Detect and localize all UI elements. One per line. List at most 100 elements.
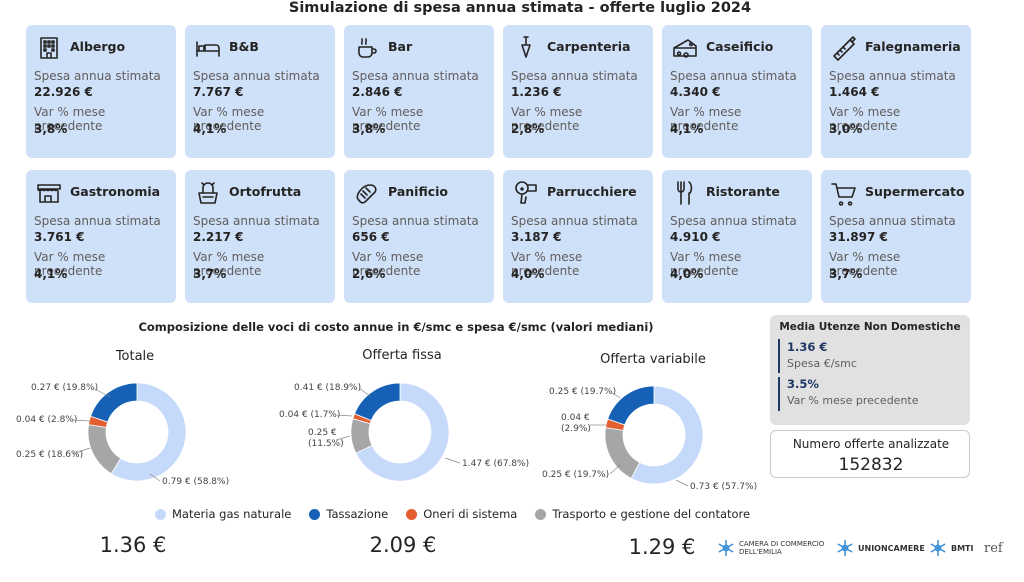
spesa-value: 4.340 €: [670, 85, 721, 99]
data-label: 0.25 € (18.6%): [16, 450, 84, 460]
media-spesa-label: Spesa €/smc: [787, 357, 857, 370]
data-label: 1.47 € (67.8%): [462, 459, 530, 469]
card-gastronomia: Gastronomia Spesa annua stimata 3.761 € Var…: [26, 170, 176, 303]
data-label: 0.79 € (58.8%): [162, 477, 230, 487]
card-name: Ristorante: [706, 184, 780, 199]
spesa-value: 656 €: [352, 230, 390, 244]
data-label: 0.04 € (2.9%): [561, 413, 591, 434]
coffee-cup-icon: [353, 34, 381, 62]
spesa-label: Spesa annua stimata: [829, 214, 956, 228]
donut-slice-materia: [110, 382, 187, 482]
spesa-label: Spesa annua stimata: [193, 214, 320, 228]
data-label: 0.04 € (1.7%): [279, 410, 341, 420]
spesa-label: Spesa annua stimata: [352, 69, 479, 83]
donut-title-totale: Totale: [115, 349, 155, 364]
donut-slice-materia: [355, 382, 450, 482]
var-label: Var % mese precedente: [34, 105, 106, 133]
donut-title-variabile: Offerta variabile: [600, 352, 706, 367]
card-albergo: Albergo Spesa annua stimata 22.926 € Var % …: [26, 25, 176, 158]
var-value: 4,1%: [670, 122, 704, 136]
data-label: 0.25 € (11.5%): [308, 428, 344, 449]
hair-dryer-icon: [512, 179, 540, 207]
spesa-label: Spesa annua stimata: [511, 69, 638, 83]
card-name: Bar: [388, 39, 413, 54]
spesa-value: 2.846 €: [352, 85, 403, 99]
snowflake-icon: [718, 539, 734, 557]
card-name: Supermercato: [865, 184, 965, 199]
media-var-label: Var % mese precedente: [787, 394, 919, 407]
snowflake-icon: [837, 539, 853, 557]
spesa-label: Spesa annua stimata: [670, 69, 797, 83]
var-value: 2,6%: [352, 267, 386, 281]
section-title: Composizione delle voci di costo annue i…: [138, 320, 654, 334]
legend-item: Trasporto e gestione del contatore: [535, 507, 750, 521]
var-value: 4,0%: [670, 267, 704, 281]
card-bb: B&B Spesa annua stimata 7.767 € Var % mese …: [185, 25, 335, 158]
var-label: Var % mese precedente: [511, 250, 583, 278]
spesa-label: Spesa annua stimata: [352, 214, 479, 228]
card-ortofrutta: Ortofrutta Spesa annua stimata 2.217 € Var …: [185, 170, 335, 303]
fork-knife-icon: [671, 179, 699, 207]
total-value-totale: 1.36 €: [99, 533, 167, 557]
card-name: Panificio: [388, 184, 448, 199]
legend-item: Tassazione: [309, 507, 388, 521]
donut-slice-tassazione: [354, 382, 401, 421]
var-value: 3,7%: [829, 267, 863, 281]
var-value: 4,1%: [193, 122, 227, 136]
legend-swatch: [155, 508, 166, 520]
data-label: 0.27 € (19.8%): [31, 383, 99, 393]
cheese-icon: [671, 34, 699, 62]
data-label: 0.25 € (19.7%): [549, 387, 617, 397]
var-label: Var % mese precedente: [352, 250, 424, 278]
bed-icon: [194, 34, 222, 62]
donut-slice-tassazione: [607, 385, 655, 426]
donut-title-fissa: Offerta fissa: [362, 348, 442, 363]
var-label: Var % mese precedente: [511, 105, 583, 133]
legend-item: Oneri di sistema: [406, 507, 517, 521]
numero-offerte-value: 152832: [838, 455, 904, 475]
donut-slice-materia: [630, 385, 704, 485]
card-parrucchiere: Parrucchiere Spesa annua stimata 3.187 € Va…: [503, 170, 653, 303]
legend-swatch: [406, 508, 418, 520]
donut-chart-totale: [87, 382, 187, 482]
card-name: Carpenteria: [547, 39, 631, 54]
spesa-label: Spesa annua stimata: [193, 69, 320, 83]
var-value: 3,8%: [34, 122, 68, 136]
bread-icon: [353, 179, 381, 207]
shopping-cart-icon: [830, 179, 858, 207]
data-label: 0.41 € (18.9%): [294, 383, 362, 393]
donut-slice-tassazione: [90, 382, 138, 423]
saw-icon: [830, 34, 858, 62]
shop-icon: [35, 179, 63, 207]
data-label: 0.73 € (57.7%): [690, 482, 758, 492]
var-value: 3,0%: [829, 122, 863, 136]
donut-chart-fissa: [350, 382, 450, 482]
spesa-label: Spesa annua stimata: [34, 69, 161, 83]
legend-swatch: [309, 508, 321, 520]
var-value: 4,0%: [511, 267, 545, 281]
card-name: Albergo: [70, 39, 126, 54]
card-falegnameria: Falegnameria Spesa annua stimata 1.464 € Va…: [821, 25, 971, 158]
card-name: Parrucchiere: [547, 184, 637, 199]
media-var-value: 3.5%: [787, 377, 819, 391]
spesa-value: 7.767 €: [193, 85, 244, 99]
var-label: Var % mese precedente: [34, 250, 106, 278]
ref-logo: ref: [984, 540, 1003, 556]
card-supermercato: Supermercato Spesa annua stimata 31.897 € V…: [821, 170, 971, 303]
card-panificio: Panificio Spesa annua stimata 656 € Var % m…: [344, 170, 494, 303]
trowel-icon: [512, 34, 540, 62]
media-spesa-value: 1.36 €: [787, 340, 828, 354]
camera-commercio-logo: CAMERA DI COMMERCIO DELL'EMILIA: [717, 538, 824, 558]
var-label: Var % mese precedente: [193, 105, 265, 133]
total-value-fissa: 2.09 €: [369, 533, 437, 557]
spesa-value: 4.910 €: [670, 230, 721, 244]
numero-offerte-title: Numero offerte analizzate: [792, 437, 950, 451]
snowflake-icon: [930, 539, 946, 557]
var-value: 2,8%: [511, 122, 545, 136]
spesa-value: 2.217 €: [193, 230, 244, 244]
donut-chart-variabile: [604, 385, 704, 485]
var-label: Var % mese precedente: [193, 250, 265, 278]
numero-offerte-card: Numero offerte analizzate 152832: [770, 430, 970, 478]
var-label: Var % mese precedente: [670, 105, 742, 133]
